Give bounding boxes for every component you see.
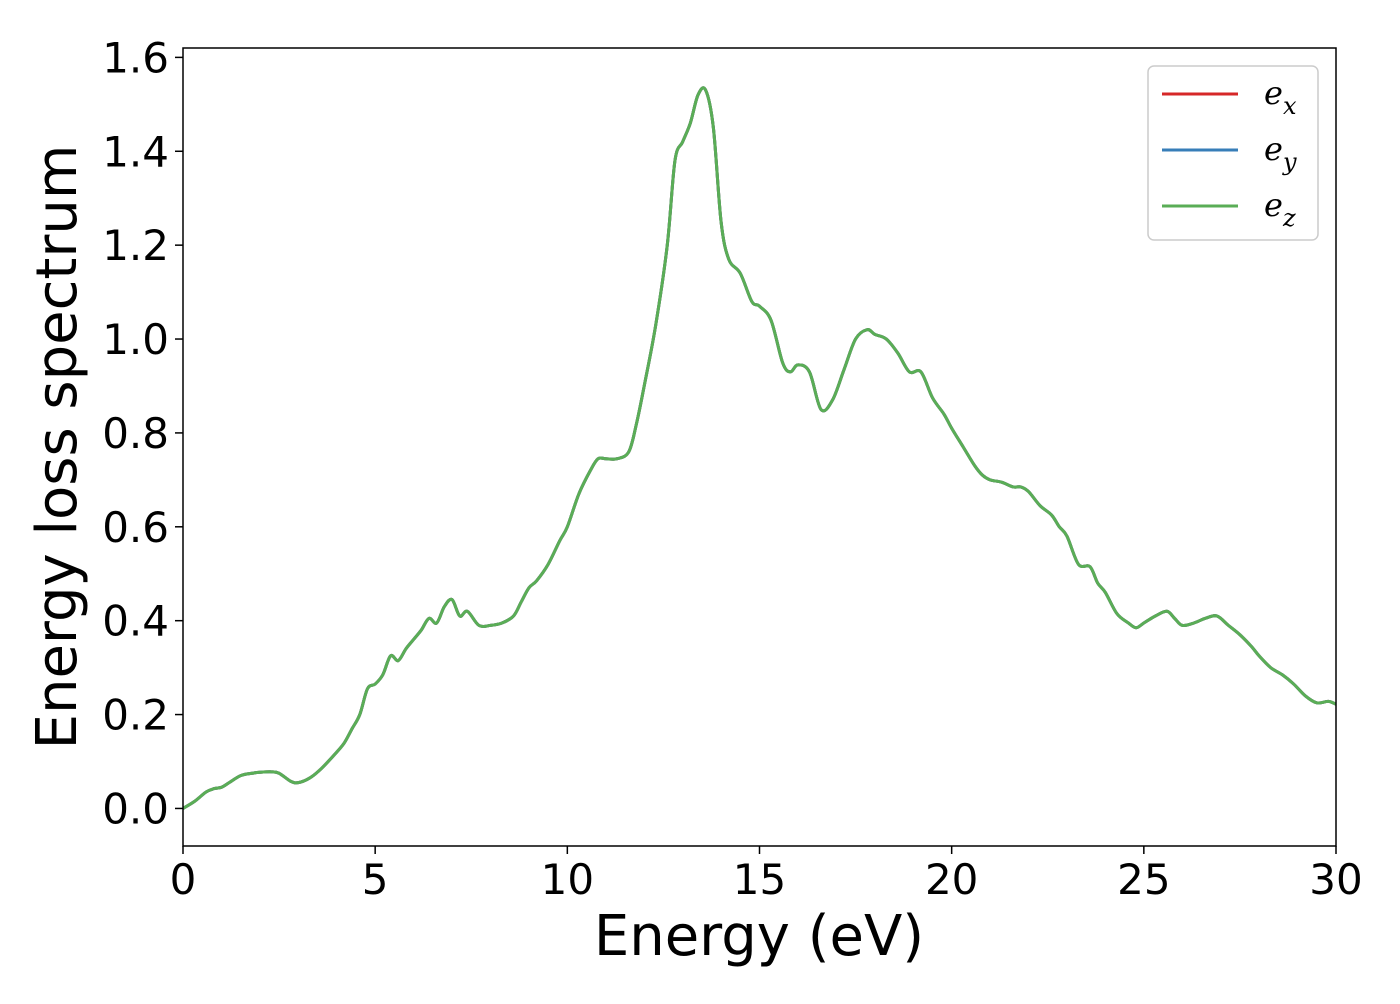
y-tick-label: 0.0 — [102, 784, 169, 833]
legend-label-subscript: x — [1283, 92, 1297, 120]
y-tick-label: 0.8 — [102, 409, 169, 458]
y-tick-label: 0.4 — [102, 597, 169, 646]
y-axis-label: Energy loss spectrum — [25, 145, 90, 750]
legend-label-base: e — [1264, 74, 1283, 112]
y-tick-label: 1.6 — [102, 33, 169, 82]
axes-layer: 0 5 10 15 20 25 30 0.0 0.2 0.4 0.6 0.8 1.0 1.2 1.4 1.6 — [102, 33, 1363, 904]
y-tick-label: 1.4 — [102, 127, 169, 176]
legend-label-subscript: y — [1282, 148, 1297, 176]
series-layer — [183, 86, 1336, 810]
legend-label-z: ez — [1264, 186, 1296, 232]
plot-frame — [182, 47, 1337, 847]
y-tick-label: 0.2 — [102, 691, 169, 740]
x-tick-label: 15 — [733, 855, 786, 904]
x-tick-label: 10 — [541, 855, 594, 904]
x-tick-label: 30 — [1309, 855, 1362, 904]
x-axis-label: Energy (eV) — [594, 904, 924, 969]
legend-label-base: e — [1264, 186, 1283, 224]
legend-label-subscript: z — [1282, 204, 1296, 232]
y-tick-label: 1.2 — [102, 221, 169, 270]
plot-background — [183, 48, 1336, 846]
x-tick-label: 5 — [362, 855, 389, 904]
legend-label-base: e — [1264, 130, 1283, 168]
series-line-z — [183, 86, 1336, 810]
x-tick-label: 20 — [925, 855, 978, 904]
legend-label-x: ex — [1264, 74, 1297, 120]
x-tick-label: 0 — [170, 855, 197, 904]
y-tick-label: 1.0 — [102, 315, 169, 364]
legend-label-y: ey — [1264, 130, 1297, 176]
y-tick-label: 0.6 — [102, 503, 169, 552]
legend-frame — [1147, 65, 1319, 241]
x-tick-label: 25 — [1117, 855, 1170, 904]
